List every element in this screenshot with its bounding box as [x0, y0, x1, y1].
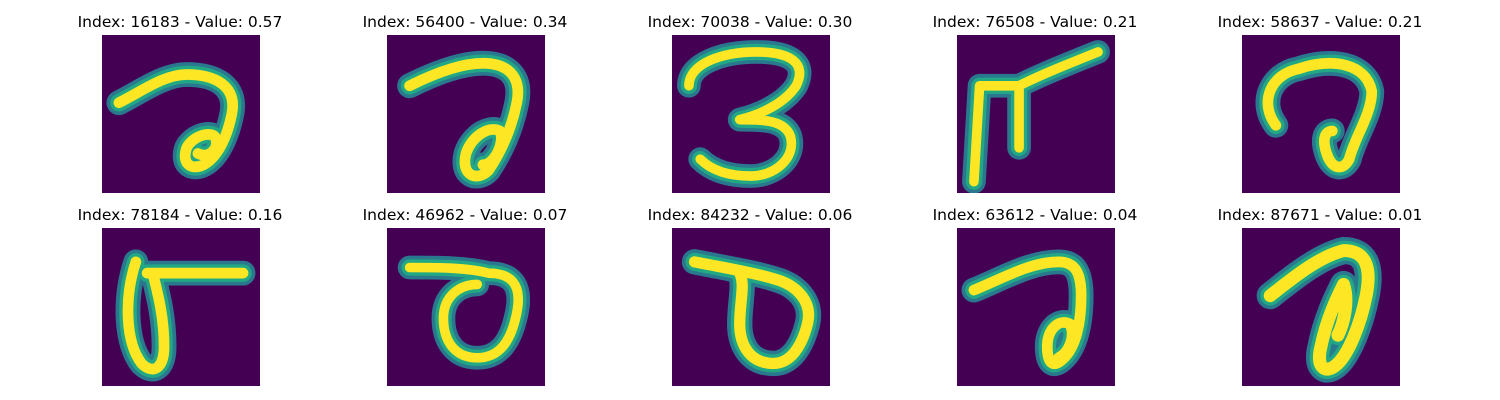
panel-title: Index: 78184 - Value: 0.16 — [77, 206, 283, 224]
panel-title: Index: 58637 - Value: 0.21 — [1217, 13, 1423, 31]
digit-image — [387, 35, 545, 193]
image-panel: Index: 70038 - Value: 0.30 — [640, 12, 860, 197]
panel-title: Index: 87671 - Value: 0.01 — [1217, 206, 1423, 224]
image-panel: Index: 76508 - Value: 0.21 — [925, 12, 1145, 197]
panel-title: Index: 70038 - Value: 0.30 — [647, 13, 853, 31]
digit-image — [957, 35, 1115, 193]
image-panel: Index: 16183 - Value: 0.57 — [70, 12, 290, 197]
digit-image — [102, 228, 260, 386]
panel-title: Index: 63612 - Value: 0.04 — [932, 206, 1138, 224]
panel-title: Index: 56400 - Value: 0.34 — [362, 13, 568, 31]
digit-image-svg — [397, 255, 530, 370]
panel-title: Index: 16183 - Value: 0.57 — [77, 13, 283, 31]
image-panel: Index: 46962 - Value: 0.07 — [355, 205, 575, 390]
digit-image — [1242, 228, 1400, 386]
panel-title: Index: 84232 - Value: 0.06 — [647, 206, 853, 224]
image-panel: Index: 84232 - Value: 0.06 — [640, 205, 860, 390]
digit-image-svg — [1256, 237, 1382, 383]
image-panel: Index: 56400 - Value: 0.34 — [355, 12, 575, 197]
digit-image-svg — [961, 249, 1094, 376]
digit-image-svg — [677, 40, 812, 188]
digit-image — [957, 228, 1115, 386]
digit-image — [672, 35, 830, 193]
panel-title: Index: 46962 - Value: 0.07 — [362, 206, 568, 224]
digit-image-svg — [1255, 51, 1385, 180]
digit-image-svg — [681, 249, 822, 377]
digit-image — [672, 228, 830, 386]
image-panel: Index: 87671 - Value: 0.01 — [1210, 205, 1430, 390]
digit-image-svg — [106, 62, 246, 180]
panel-title: Index: 76508 - Value: 0.21 — [932, 13, 1138, 31]
digit-image — [387, 228, 545, 386]
image-panel: Index: 58637 - Value: 0.21 — [1210, 12, 1430, 197]
digit-image — [1242, 35, 1400, 193]
digit-image-svg — [115, 249, 256, 382]
digit-image — [102, 35, 260, 193]
image-panel: Index: 78184 - Value: 0.16 — [70, 205, 290, 390]
image-panel: Index: 63612 - Value: 0.04 — [925, 205, 1145, 390]
digit-image-svg — [962, 40, 1110, 193]
digit-image-svg — [397, 50, 531, 189]
